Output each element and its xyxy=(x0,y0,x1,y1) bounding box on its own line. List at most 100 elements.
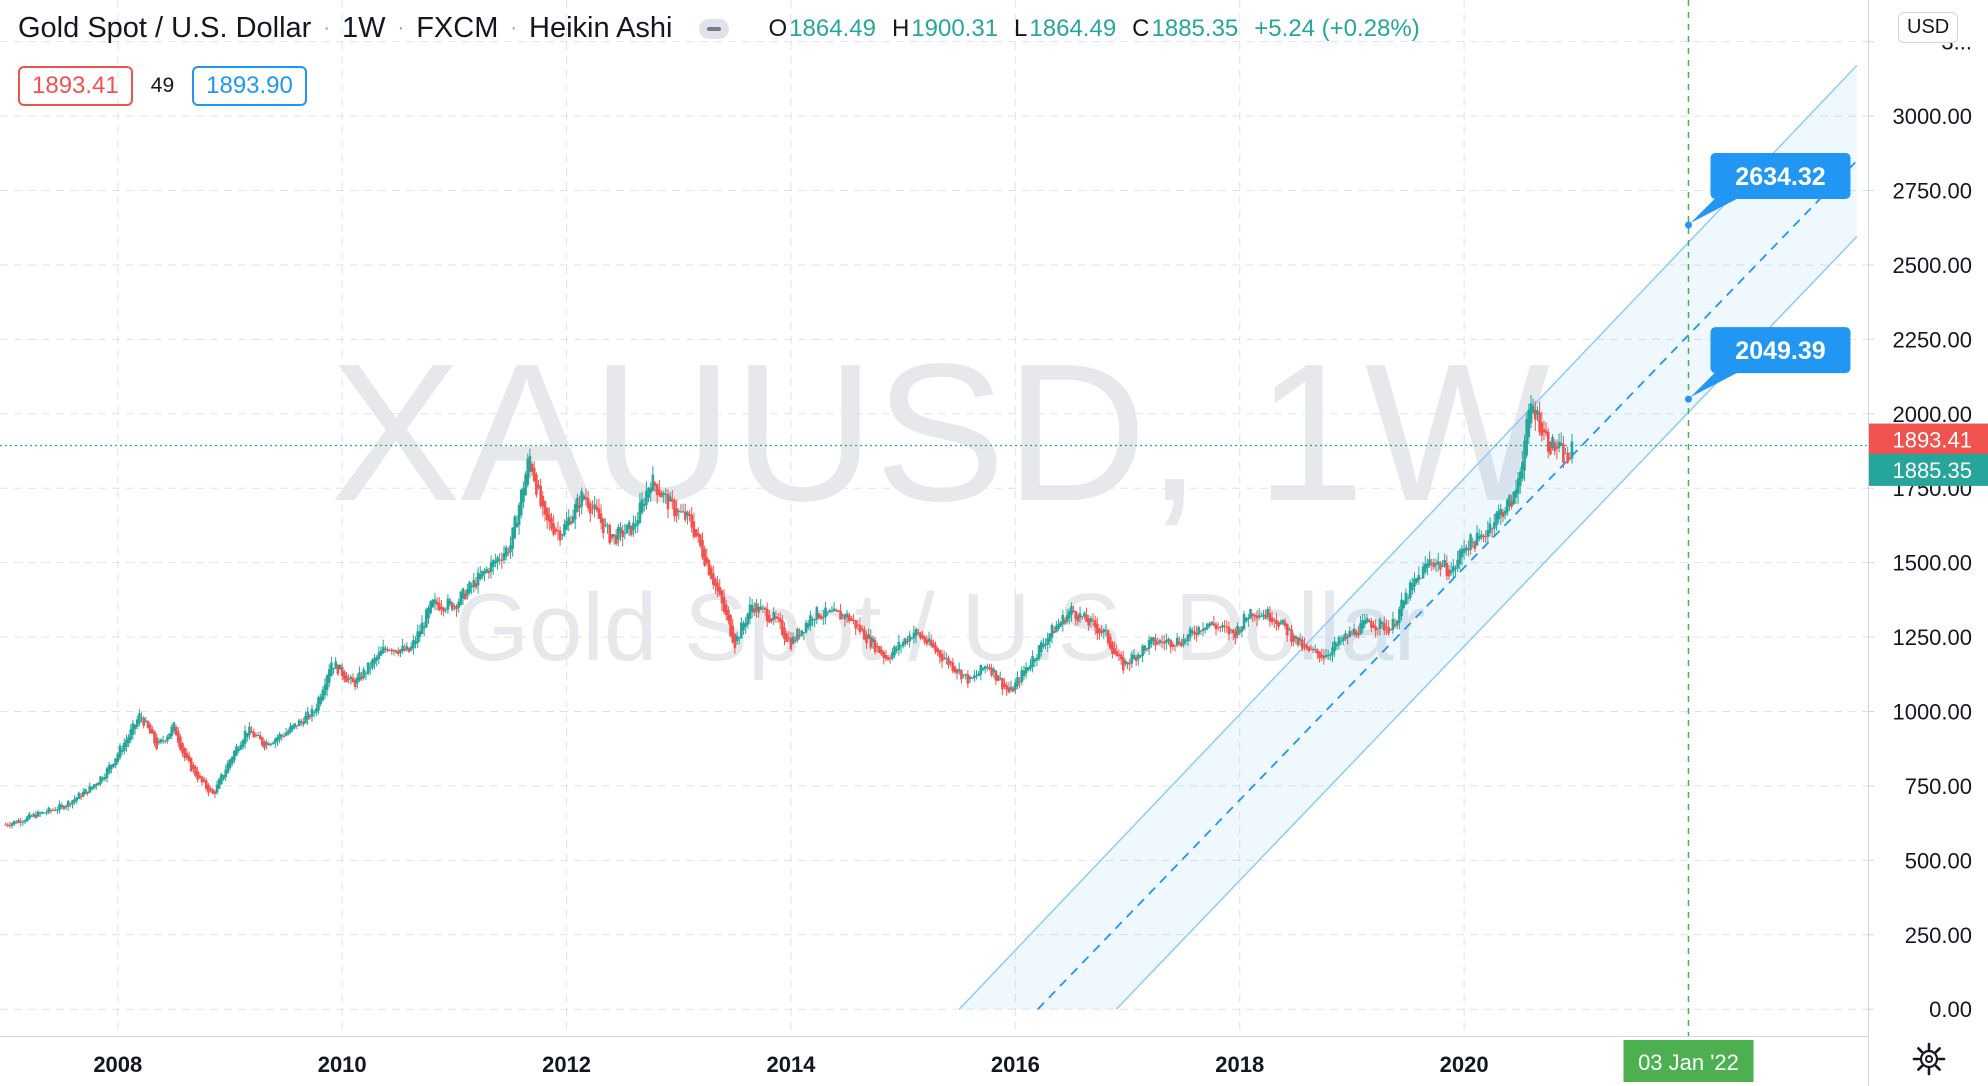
candle-body xyxy=(998,677,1002,679)
candle-body xyxy=(860,628,864,630)
candle-body xyxy=(84,789,87,795)
buy-price-button[interactable]: 1893.90 xyxy=(192,66,307,106)
candle-body xyxy=(245,733,249,738)
description-watermark: Gold Spot / U.S. Dollar xyxy=(454,574,1425,681)
candle-body xyxy=(1367,620,1371,623)
candle-body xyxy=(994,670,998,681)
date-marker-box[interactable] xyxy=(1623,1040,1754,1082)
candle-body xyxy=(627,522,631,530)
candle-body xyxy=(1296,637,1300,646)
candle-body xyxy=(69,803,72,805)
candle-body xyxy=(925,639,929,645)
time-tick-label: 2016 xyxy=(991,1052,1040,1077)
candle-body xyxy=(1495,513,1498,526)
price-tick-label: 2750.00 xyxy=(1892,179,1972,204)
channel-lower-value-pointer xyxy=(1690,371,1741,398)
candle-body xyxy=(1031,656,1034,667)
candle-body xyxy=(34,815,38,818)
candle-body xyxy=(1231,629,1235,634)
candle-body xyxy=(1490,528,1494,530)
candle-body xyxy=(1024,667,1028,674)
candle-body xyxy=(1281,619,1285,624)
channel-upper-value-box[interactable] xyxy=(1710,152,1851,199)
candle-body xyxy=(1568,457,1572,460)
candle-body xyxy=(530,464,534,472)
candle-body xyxy=(53,810,57,812)
candle-body xyxy=(632,522,635,531)
candle-body xyxy=(338,664,342,670)
time-axis[interactable]: 2008 2010 2012 2014 2016 2018 2020 03 Jan '22 xyxy=(0,1036,1868,1086)
candle-body xyxy=(1348,630,1352,637)
candle-body xyxy=(597,508,601,519)
candle-body xyxy=(230,757,234,764)
candle-body xyxy=(535,474,538,495)
candle-body xyxy=(707,560,711,575)
candle-body xyxy=(651,474,655,491)
legend-separator: · xyxy=(397,17,405,39)
collapse-toggle-icon[interactable] xyxy=(698,18,729,39)
candle-body xyxy=(174,726,178,736)
time-tick-label: 2012 xyxy=(542,1052,591,1077)
candle-body xyxy=(558,530,562,541)
candle-body xyxy=(755,603,758,611)
candle-body xyxy=(1001,678,1004,690)
candle-body xyxy=(990,668,993,676)
gear-icon[interactable] xyxy=(1912,1042,1946,1076)
candle-body xyxy=(619,527,622,534)
price-axis-background xyxy=(1868,0,1988,1036)
candle-body xyxy=(623,532,627,534)
candle-body xyxy=(1085,614,1088,622)
candle-body xyxy=(308,715,312,718)
sell-price-button[interactable]: 1893.41 xyxy=(18,66,133,106)
candle-body xyxy=(166,736,169,741)
currency-button[interactable]: USD xyxy=(1898,12,1959,43)
candle-body xyxy=(220,774,223,784)
candle-body xyxy=(254,734,258,737)
candle-body xyxy=(507,552,510,554)
candle-body xyxy=(1093,620,1097,628)
channel-lower-value-box[interactable] xyxy=(1710,327,1851,374)
candle-body xyxy=(1100,630,1103,634)
candle-body xyxy=(1065,615,1069,622)
candle-body xyxy=(791,636,795,644)
candle-body xyxy=(1106,630,1110,644)
candle-body xyxy=(1501,511,1505,518)
high-key: H xyxy=(891,14,910,42)
candle-body xyxy=(681,511,685,513)
candle-body xyxy=(1344,633,1347,640)
candle-body xyxy=(1551,437,1554,449)
candle-body xyxy=(1283,621,1287,626)
candle-body xyxy=(319,696,322,705)
candle-body xyxy=(235,746,238,756)
candle-body xyxy=(75,797,79,801)
candle-body xyxy=(552,523,555,535)
interval-label[interactable]: 1W xyxy=(342,12,386,44)
candle-body xyxy=(1259,616,1263,618)
candle-body xyxy=(1169,640,1172,648)
candle-body xyxy=(841,614,845,616)
candle-body xyxy=(1072,610,1075,613)
candle-body xyxy=(742,623,745,631)
candle-body xyxy=(45,812,48,814)
candle-body xyxy=(813,619,816,621)
candle-body xyxy=(472,579,476,587)
candle-body xyxy=(746,613,750,625)
price-axis[interactable]: 0.00 250.00 500.00 750.00 1000.00 1250.00 1500… xyxy=(1868,0,1988,1086)
chart-style-label[interactable]: Heikin Ashi xyxy=(529,12,673,44)
bid-ask-quotes: 1893.41 49 1893.90 xyxy=(18,66,307,106)
candle-body xyxy=(23,820,27,822)
candle-body xyxy=(228,759,232,769)
candle-body xyxy=(343,671,346,680)
candle-body xyxy=(964,673,968,675)
candle-body xyxy=(705,557,709,564)
candle-body xyxy=(122,742,126,751)
candle-body xyxy=(1497,510,1500,520)
symbol-name[interactable]: Gold Spot / U.S. Dollar xyxy=(18,12,312,44)
candle-body xyxy=(1033,659,1037,662)
candle-body xyxy=(845,613,849,618)
candle-body xyxy=(834,609,838,611)
candle-body xyxy=(1156,642,1160,644)
candle-body xyxy=(729,615,732,637)
candle-body xyxy=(556,530,560,532)
